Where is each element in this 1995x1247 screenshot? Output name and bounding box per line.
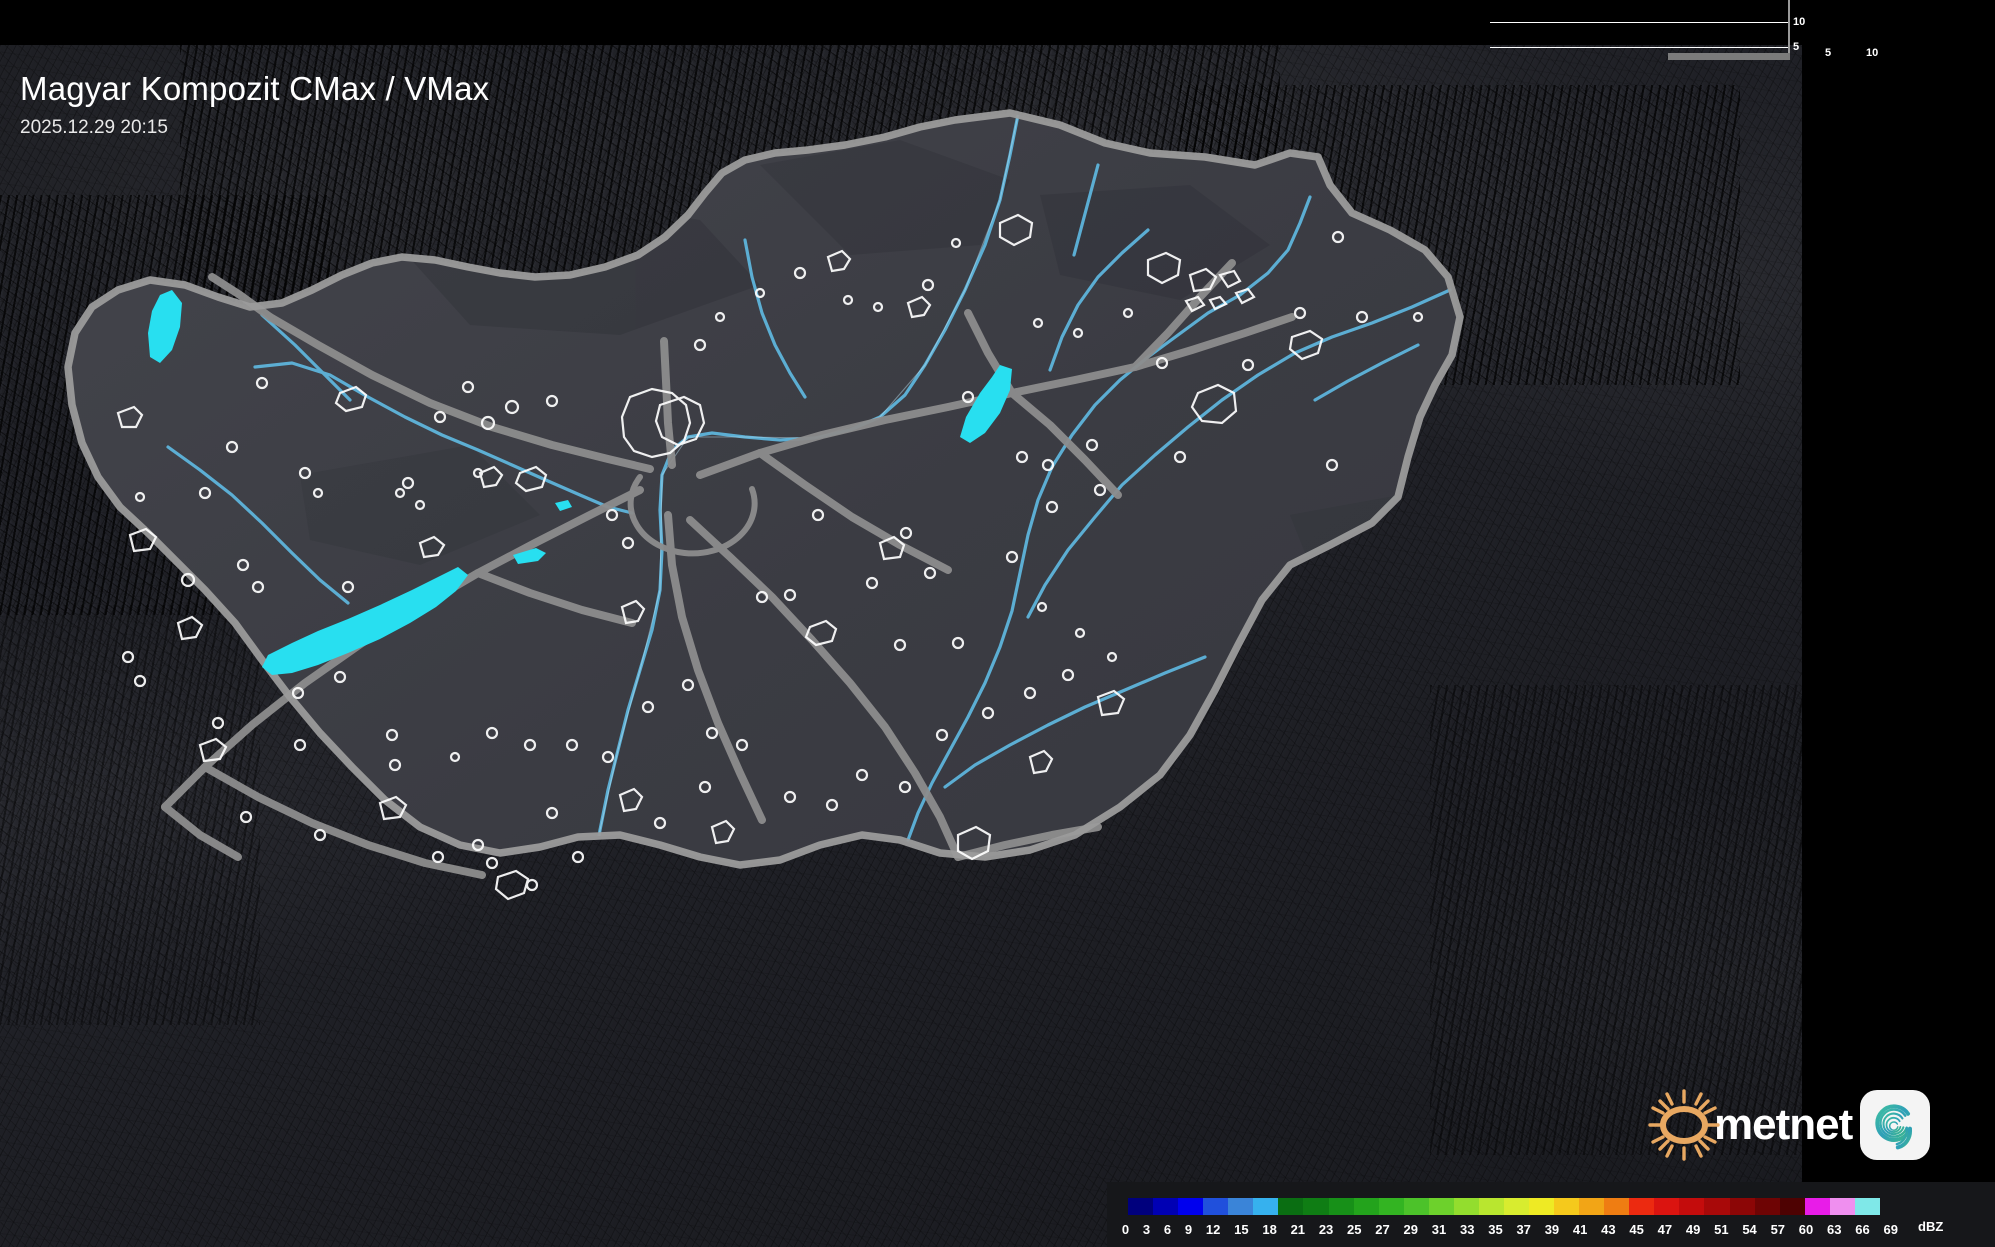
mini-axis-overlay: 10 5 <box>1490 0 1805 60</box>
lake-velencei <box>513 548 546 564</box>
dbz-tick-3: 3 <box>1142 1222 1151 1237</box>
lake-small-1 <box>555 500 572 511</box>
colorbar-swatch-13 <box>1453 1198 1479 1215</box>
colorbar-swatch-2 <box>1178 1198 1204 1215</box>
colorbar-swatch-6 <box>1278 1198 1304 1215</box>
dbz-tick-69: 69 <box>1883 1222 1898 1237</box>
dbz-colorbar <box>1128 1198 1880 1215</box>
colorbar-swatch-0 <box>1128 1198 1154 1215</box>
dbz-tick-27: 27 <box>1375 1222 1390 1237</box>
dbz-legend-panel: 0 3 6 9 12 15 18 21 23 25 27 29 31 33 35 37 39 41 43 45 47 49… <box>1107 1182 1995 1247</box>
mini-gridline-5 <box>1490 47 1788 48</box>
dbz-tick-25: 25 <box>1347 1222 1362 1237</box>
colorbar-swatch-9 <box>1353 1198 1379 1215</box>
colorbar-swatch-15 <box>1503 1198 1529 1215</box>
colorbar-swatch-19 <box>1604 1198 1630 1215</box>
metnet-logo[interactable]: metnet <box>1648 1082 1938 1168</box>
mini-gridline-10 <box>1490 22 1788 23</box>
colorbar-swatch-28 <box>1829 1198 1855 1215</box>
title-block: Magyar Kompozit CMax / VMax 2025.12.29 2… <box>20 72 489 137</box>
dbz-tick-41: 41 <box>1572 1222 1588 1237</box>
dbz-tick-31: 31 <box>1431 1222 1447 1237</box>
colorbar-swatch-4 <box>1228 1198 1254 1215</box>
country-layer <box>0 45 1802 1247</box>
dbz-tick-63: 63 <box>1827 1222 1842 1237</box>
colorbar-swatch-1 <box>1153 1198 1179 1215</box>
timestamp-label: 2025.12.29 20:15 <box>20 117 168 138</box>
lake-balaton <box>262 567 468 675</box>
dbz-tick-47: 47 <box>1657 1222 1673 1237</box>
country-interior-fill <box>68 113 1460 865</box>
colorbar-swatch-14 <box>1478 1198 1504 1215</box>
dbz-tick-60: 60 <box>1798 1222 1814 1237</box>
lakes-layer <box>148 290 1012 675</box>
dbz-unit-label: dBZ <box>1918 1219 1944 1234</box>
dbz-tick-15: 15 <box>1234 1222 1249 1237</box>
colorbar-swatch-20 <box>1629 1198 1655 1215</box>
dbz-tick-35: 35 <box>1488 1222 1503 1237</box>
dbz-tick-29: 29 <box>1403 1222 1418 1237</box>
dbz-tick-33: 33 <box>1459 1222 1475 1237</box>
lake-ferto <box>148 290 182 363</box>
settlements-layer <box>116 213 1424 901</box>
mini-grey-bar <box>1668 53 1790 60</box>
colorbar-swatch-7 <box>1303 1198 1329 1215</box>
colorbar-swatch-25 <box>1754 1198 1780 1215</box>
dbz-tick-54: 54 <box>1742 1222 1757 1237</box>
mini-x-tick-5: 5 <box>1825 47 1832 59</box>
radar-map-canvas[interactable] <box>0 45 1802 1247</box>
dbz-tick-6: 6 <box>1163 1222 1172 1237</box>
dbz-tick-12: 12 <box>1205 1222 1221 1237</box>
dbz-tick-66: 66 <box>1855 1222 1870 1237</box>
dbz-tick-37: 37 <box>1516 1222 1531 1237</box>
colorbar-swatch-5 <box>1253 1198 1279 1215</box>
lake-tisza <box>960 365 1012 443</box>
colorbar-swatch-22 <box>1679 1198 1705 1215</box>
colorbar-swatch-16 <box>1529 1198 1555 1215</box>
dbz-tick-43: 43 <box>1601 1222 1616 1237</box>
metnet-wordmark: metnet <box>1714 1100 1853 1149</box>
right-black-bar <box>1802 0 1995 1247</box>
dbz-tick-18: 18 <box>1262 1222 1277 1237</box>
sun-icon <box>1648 1089 1720 1161</box>
dbz-tick-57: 57 <box>1770 1222 1786 1237</box>
dbz-tick-0: 0 <box>1121 1222 1130 1237</box>
dbz-tick-21: 21 <box>1290 1222 1306 1237</box>
mini-x-tick-10: 10 <box>1866 47 1879 59</box>
colorbar-swatch-21 <box>1654 1198 1680 1215</box>
colorbar-swatch-18 <box>1579 1198 1605 1215</box>
colorbar-swatch-17 <box>1554 1198 1580 1215</box>
legend-inner: 0 3 6 9 12 15 18 21 23 25 27 29 31 33 35 37 39 41 43 45 47 49… <box>1122 1198 1943 1240</box>
terrain-mountains-southeast <box>1430 685 1802 1155</box>
colorbar-swatch-27 <box>1804 1198 1830 1215</box>
country-border <box>64 109 1464 869</box>
page-title: Magyar Kompozit CMax / VMax <box>20 70 490 107</box>
dbz-tick-45: 45 <box>1629 1222 1644 1237</box>
mini-y-tick-10: 10 <box>1793 16 1806 28</box>
terrain-mountains-southwest <box>0 605 260 1025</box>
colorbar-swatch-23 <box>1704 1198 1730 1215</box>
colorbar-swatch-10 <box>1378 1198 1404 1215</box>
dbz-tick-49: 49 <box>1685 1222 1701 1237</box>
colorbar-swatch-24 <box>1729 1198 1755 1215</box>
colorbar-swatch-29 <box>1854 1198 1880 1215</box>
dbz-tick-9: 9 <box>1184 1222 1193 1237</box>
colorbar-swatch-8 <box>1328 1198 1354 1215</box>
colorbar-swatch-11 <box>1403 1198 1429 1215</box>
dbz-tick-39: 39 <box>1544 1222 1560 1237</box>
spiral-app-icon[interactable] <box>1860 1090 1931 1160</box>
river-highlight-layer <box>589 114 1019 865</box>
colorbar-swatch-26 <box>1779 1198 1805 1215</box>
mini-y-axis <box>1788 0 1790 60</box>
dbz-tick-labels: 0 3 6 9 12 15 18 21 23 25 27 29 31 33 35 37 39 41 43 45 47 49… <box>1115 1220 1905 1240</box>
mini-y-tick-5: 5 <box>1793 41 1800 53</box>
colorbar-swatch-12 <box>1428 1198 1454 1215</box>
dbz-tick-23: 23 <box>1318 1222 1334 1237</box>
colorbar-swatch-3 <box>1203 1198 1229 1215</box>
dbz-tick-51: 51 <box>1714 1222 1729 1237</box>
